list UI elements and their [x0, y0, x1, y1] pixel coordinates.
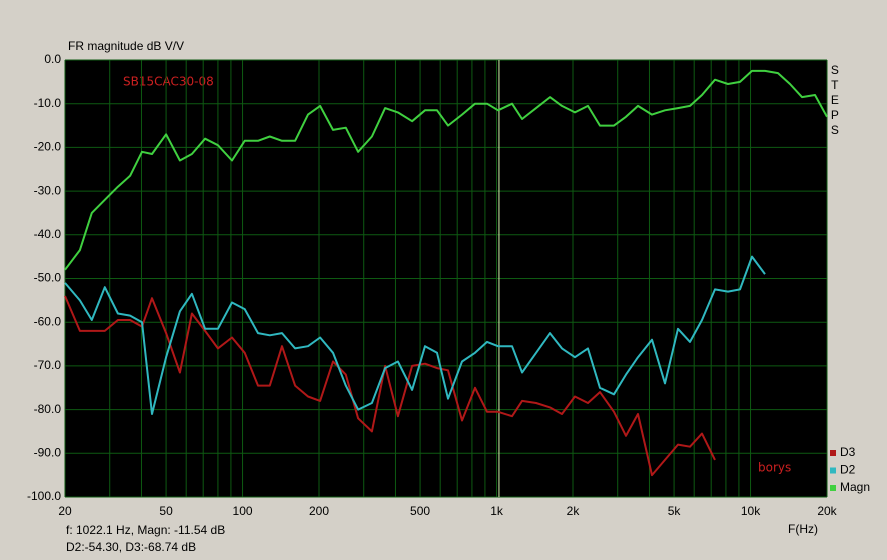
chart-title: FR magnitude dB V/V	[68, 39, 184, 53]
y-tick-label: -30.0	[34, 183, 62, 197]
x-tick-label: 5k	[668, 504, 682, 518]
y-tick-label: -90.0	[34, 445, 62, 459]
status-line: f: 1022.1 Hz, Magn: -11.54 dB	[66, 523, 225, 537]
x-tick-label: 1k	[490, 504, 504, 518]
x-tick-label: 500	[410, 504, 430, 518]
legend-swatch	[830, 467, 836, 474]
y-tick-label: -50.0	[34, 271, 62, 285]
series-line	[64, 295, 716, 477]
series-line	[64, 69, 828, 271]
x-tick-label: 200	[309, 504, 329, 518]
legend-swatch	[830, 450, 836, 456]
legend-label: D3	[840, 445, 856, 459]
y-tick-label: -80.0	[34, 402, 62, 416]
y-tick-label: 0.0	[44, 52, 61, 66]
y-tick-label: -60.0	[34, 314, 62, 328]
annotation: borys	[758, 461, 791, 475]
x-tick-label: 10k	[741, 504, 761, 518]
y-tick-label: -20.0	[34, 140, 62, 154]
right-label: STEPS	[828, 63, 842, 138]
y-tick-label: -100.0	[27, 489, 61, 503]
y-tick-label: -70.0	[34, 358, 62, 372]
y-tick-label: -40.0	[34, 227, 62, 241]
x-tick-label: 50	[159, 504, 173, 518]
series-line	[64, 255, 766, 415]
x-tick-label: 20	[58, 504, 72, 518]
status-line: D2:-54.30, D3:-68.74 dB	[66, 540, 196, 554]
annotation: SB15CAC30-08	[123, 75, 214, 89]
x-tick-label: 100	[233, 504, 253, 518]
legend-label: Magn	[840, 480, 870, 494]
y-tick-label: -10.0	[34, 96, 62, 110]
legend-label: D2	[840, 463, 856, 477]
x-tick-label: 20k	[817, 504, 837, 518]
x-tick-label: 2k	[567, 504, 581, 518]
x-axis-label: F(Hz)	[788, 522, 818, 536]
legend-swatch	[830, 485, 836, 491]
